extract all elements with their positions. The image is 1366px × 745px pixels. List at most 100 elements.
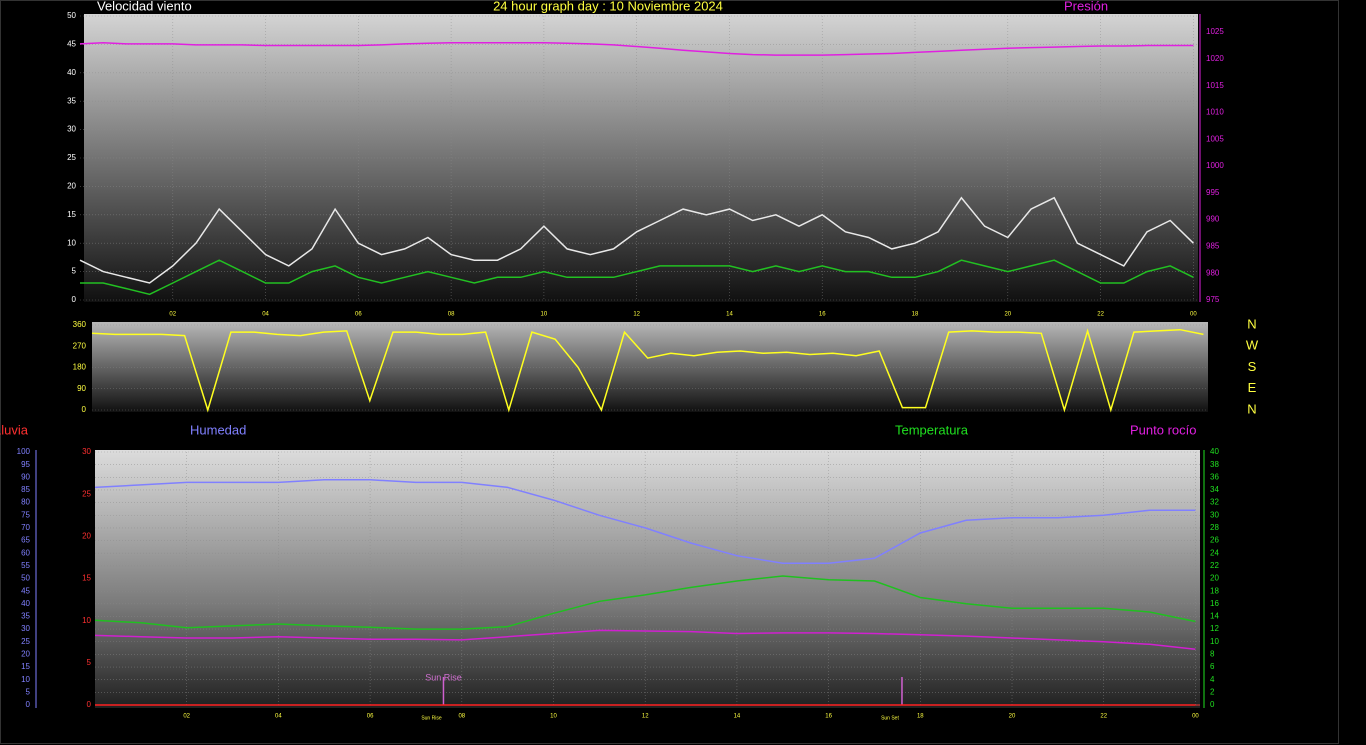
y2-tick-label: 1015 [1206,81,1224,90]
y-tick-label: 15 [21,662,30,671]
x-tick-label: 20 [1009,714,1016,720]
plot-area [92,322,1208,412]
y2-tick-label: 20 [1210,574,1219,583]
x-tick-label: 00 [1190,312,1197,318]
y-tick-label: 0 [26,700,31,709]
series-line [94,479,1196,565]
legend-label: Temperatura [895,422,969,437]
y-tick-label: 45 [67,40,76,49]
y-tick-label: 10 [67,238,76,247]
y-tick-label: 25 [67,153,76,162]
x-tick-label: 06 [367,714,374,720]
y3-tick-label: 30 [82,447,91,456]
x-tick-label: 20 [1004,312,1011,318]
y-tick-label: 40 [67,68,76,77]
y2-tick-label: 22 [1210,561,1219,570]
y-tick-label: 80 [21,498,30,507]
x-annotation-label: Sun Set [881,715,899,721]
plot-area [95,450,1200,708]
y2-tick-label: 16 [1210,599,1219,608]
x-tick-label: 22 [1100,714,1107,720]
x-tick-label: 16 [825,714,832,720]
y-tick-label: 50 [67,11,76,20]
y2-tick-label: W [1246,338,1259,353]
y2-tick-label: 26 [1210,536,1219,545]
y2-tick-label: 18 [1210,586,1219,595]
y3-tick-label: 25 [82,489,91,498]
chart-title: 24 hour graph day : 10 Noviembre 2024 [493,0,723,13]
x-tick-label: 06 [355,312,362,318]
y2-tick-label: 6 [1210,662,1215,671]
y2-tick-label: S [1248,359,1257,374]
y2-tick-label: 990 [1206,215,1220,224]
y-tick-label: 20 [21,650,30,659]
y2-tick-label: 8 [1210,650,1215,659]
y-tick-label: 60 [21,548,30,557]
y2-tick-label: N [1247,401,1256,416]
x-tick-label: 08 [458,714,465,720]
y2-tick-label: 34 [1210,485,1219,494]
x-tick-label: 14 [726,312,733,318]
y2-tick-label: 10 [1210,637,1219,646]
y-tick-label: 90 [77,384,86,393]
y-tick-label: 35 [67,96,76,105]
y-tick-label: 25 [21,637,30,646]
x-tick-label: 18 [917,714,924,720]
y-tick-label: 30 [67,125,76,134]
x-tick-label: 22 [1097,312,1104,318]
y-tick-label: 50 [21,574,30,583]
y2-tick-label: 32 [1210,498,1219,507]
y-tick-label: 0 [72,295,77,304]
annotation-label: Sun Rise [425,672,462,682]
y-tick-label: 10 [21,675,30,684]
y2-tick-label: 28 [1210,523,1219,532]
y-tick-label: 70 [21,523,30,532]
x-tick-label: 10 [541,312,548,318]
x-tick-label: 04 [262,312,269,318]
y2-tick-label: 12 [1210,624,1219,633]
y3-tick-label: 15 [82,574,91,583]
y-tick-label: 20 [67,182,76,191]
y-tick-label: 85 [21,485,30,494]
y2-tick-label: 0 [1210,700,1215,709]
series-line [79,42,1194,56]
legend-label: Velocidad viento [97,0,192,13]
series-line [94,629,1196,651]
y2-tick-label: N [1247,316,1256,331]
y2-tick-label: 30 [1210,510,1219,519]
series-line [79,196,1194,284]
y-tick-label: 5 [26,687,31,696]
y2-tick-label: 1005 [1206,134,1224,143]
y-tick-label: 5 [72,267,77,276]
x-tick-label: 18 [912,312,919,318]
y-tick-label: 0 [82,405,87,414]
y3-tick-label: 0 [87,700,92,709]
series-line [91,328,1204,413]
x-tick-label: 14 [734,714,741,720]
y2-tick-label: 975 [1206,295,1220,304]
y2-tick-label: 4 [1210,675,1215,684]
y3-tick-label: 10 [82,616,91,625]
y2-tick-label: 38 [1210,460,1219,469]
y-tick-label: 90 [21,472,30,481]
y-tick-label: 180 [73,363,87,372]
y-tick-label: 40 [21,599,30,608]
legend-label: Presión [1064,0,1108,13]
legend-label: Humedad [190,422,246,437]
x-tick-label: 12 [642,714,649,720]
y2-tick-label: 1000 [1206,161,1224,170]
y-tick-label: 95 [21,460,30,469]
y-tick-label: 360 [73,320,87,329]
x-annotation-label: Sun Rise [421,715,442,721]
y2-tick-label: 995 [1206,188,1220,197]
y-tick-label: 270 [73,341,87,350]
y2-tick-label: 36 [1210,472,1219,481]
y-tick-label: 75 [21,510,30,519]
y-tick-label: 30 [21,624,30,633]
y2-tick-label: 2 [1210,687,1215,696]
x-tick-label: 00 [1192,714,1199,720]
y-tick-label: 55 [21,561,30,570]
y2-tick-label: 24 [1210,548,1219,557]
